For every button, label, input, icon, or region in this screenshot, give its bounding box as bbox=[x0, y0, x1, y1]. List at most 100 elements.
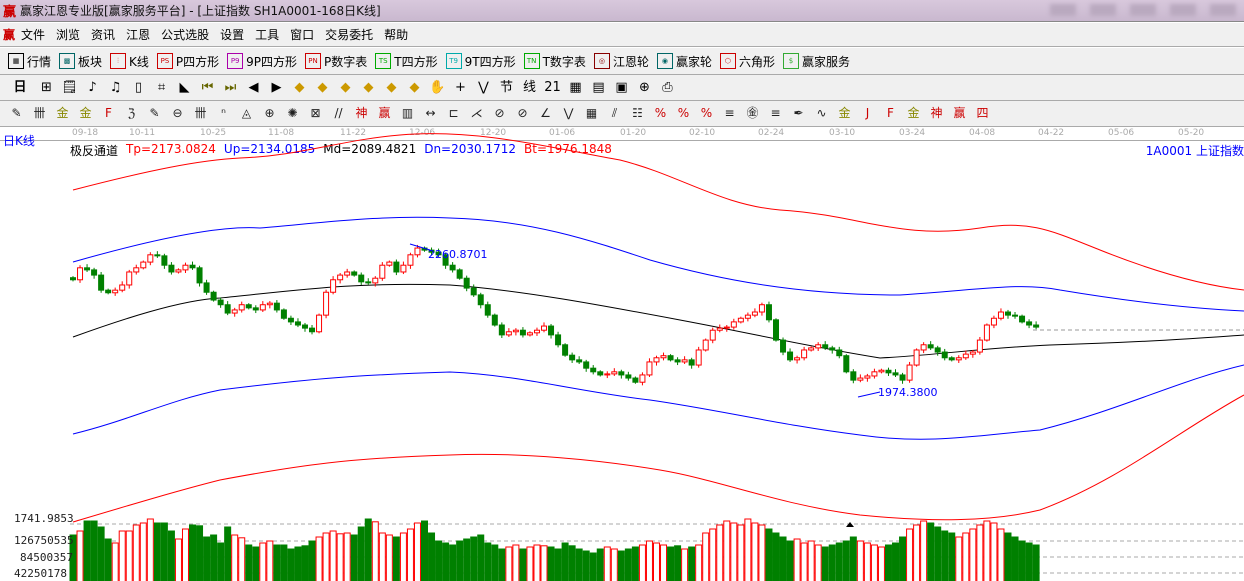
drawing-tool-icon[interactable]: ∠ bbox=[540, 106, 551, 120]
tools-button[interactable] bbox=[1170, 4, 1196, 16]
drawing-tool-icon[interactable]: ☷ bbox=[632, 106, 643, 120]
toolbar-button-gann-wheel[interactable]: ◎ 江恩轮 bbox=[593, 53, 649, 70]
drawing-tool-icon[interactable]: 神 bbox=[930, 106, 943, 120]
drawing-tool-icon[interactable]: ↔ bbox=[425, 106, 436, 120]
minimize-button[interactable] bbox=[1050, 4, 1076, 16]
drawing-tool-icon[interactable]: F bbox=[105, 106, 112, 120]
toolbar-button-pn[interactable]: PN P数字表 bbox=[305, 53, 367, 70]
drawing-tool-icon[interactable]: ✺ bbox=[287, 106, 298, 120]
drawing-tool-icon[interactable]: ㊎ bbox=[746, 106, 759, 120]
arrow-right-icon[interactable]: ◆ bbox=[317, 80, 328, 95]
toolbar-button-p9[interactable]: P9 9P四方形 bbox=[227, 53, 297, 70]
drawing-tool-icon[interactable]: ⊠ bbox=[310, 106, 321, 120]
first-icon[interactable]: ⏮ bbox=[201, 80, 214, 95]
drawing-tool-icon[interactable]: 神 bbox=[355, 106, 368, 120]
line-tool-icon[interactable]: ⋁ bbox=[478, 80, 489, 95]
drawing-tool-icon[interactable]: 赢 bbox=[378, 106, 391, 120]
print-icon[interactable]: ⎙ bbox=[662, 80, 673, 95]
drawing-tool-icon[interactable]: ⁿ bbox=[221, 106, 226, 120]
drawing-tool-icon[interactable]: ℨ bbox=[127, 106, 136, 120]
drawing-tool-icon[interactable]: % bbox=[677, 106, 690, 120]
menu-item[interactable]: 资讯 bbox=[91, 28, 116, 42]
period-select[interactable]: 日 bbox=[13, 80, 27, 95]
drawing-tool-icon[interactable]: 四 bbox=[976, 106, 989, 120]
menu-item[interactable]: 文件 bbox=[21, 28, 46, 42]
drawing-tool-icon[interactable]: ≡ bbox=[724, 106, 735, 120]
calendar-icon[interactable]: 21 bbox=[544, 80, 561, 95]
menu-item[interactable]: 窗口 bbox=[290, 28, 315, 42]
drawing-tool-icon[interactable]: ⊖ bbox=[172, 106, 183, 120]
drawing-tool-icon[interactable]: 金 bbox=[838, 106, 851, 120]
menu-item[interactable]: 交易委托 bbox=[325, 28, 374, 42]
save-icon[interactable]: ▣ bbox=[615, 80, 628, 95]
candle-icon[interactable]: ▯ bbox=[134, 80, 143, 95]
section-icon[interactable]: 节 bbox=[499, 80, 513, 95]
kline3-icon[interactable]: ♪ bbox=[88, 80, 97, 95]
next-icon[interactable]: ▶ bbox=[271, 80, 282, 95]
arrow-4-icon[interactable]: ◆ bbox=[386, 80, 397, 95]
drawing-tool-icon[interactable]: ⊘ bbox=[517, 106, 528, 120]
drawing-tool-icon[interactable]: ✒ bbox=[793, 106, 804, 120]
drawing-tool-icon[interactable]: ◬ bbox=[241, 106, 252, 120]
book-icon[interactable]: ▤ bbox=[592, 80, 605, 95]
toolbar-button-ps[interactable]: PS P四方形 bbox=[156, 53, 219, 70]
draw-icon[interactable]: ⌗ bbox=[157, 80, 166, 95]
drawing-tool-icon[interactable]: ⋌ bbox=[470, 106, 483, 120]
drawing-tool-icon[interactable]: 赢 bbox=[953, 106, 966, 120]
calculator-icon[interactable]: ▦ bbox=[569, 80, 582, 95]
arrow-all-icon[interactable]: ◆ bbox=[409, 80, 420, 95]
toolbar-button-t9[interactable]: T9 9T四方形 bbox=[445, 53, 516, 70]
drawing-tool-icon[interactable]: J bbox=[865, 106, 870, 120]
drawing-tool-icon[interactable]: F bbox=[887, 106, 894, 120]
chart-icon[interactable]: ⊞ bbox=[41, 80, 52, 95]
toolbar-button-tn[interactable]: TN T数字表 bbox=[523, 53, 586, 70]
drawing-tool-icon[interactable]: % bbox=[654, 106, 667, 120]
drawing-tool-icon[interactable]: ⊏ bbox=[448, 106, 459, 120]
menu-item[interactable]: 工具 bbox=[255, 28, 280, 42]
menu-item[interactable]: 浏览 bbox=[56, 28, 81, 42]
drawing-tool-icon[interactable]: 金 bbox=[907, 106, 920, 120]
arrow-h-icon[interactable]: ◆ bbox=[340, 80, 351, 95]
kline9-icon[interactable]: ♫ bbox=[109, 80, 122, 95]
loop-icon[interactable]: 线 bbox=[522, 80, 536, 95]
toolbar-button-big-wheel[interactable]: ◉ 赢家轮 bbox=[656, 53, 712, 70]
period-label[interactable]: 日K线 bbox=[3, 134, 35, 148]
drawing-tool-icon[interactable]: ⊘ bbox=[494, 106, 505, 120]
drawing-tool-icon[interactable]: % bbox=[700, 106, 713, 120]
window-controls[interactable] bbox=[1050, 4, 1236, 16]
menu-item[interactable]: 设置 bbox=[220, 28, 245, 42]
drawing-tool-icon[interactable]: 卌 bbox=[194, 106, 207, 120]
toolbar-button-quote-table[interactable]: ▦ 行情 bbox=[8, 53, 51, 70]
drawing-tool-icon[interactable]: ≡ bbox=[770, 106, 781, 120]
toolbar-button-hexagon[interactable]: ⬡ 六角形 bbox=[719, 53, 775, 70]
flag-icon[interactable]: ◣ bbox=[179, 80, 190, 95]
arrow-left-icon[interactable]: ◆ bbox=[294, 80, 305, 95]
notes-icon[interactable]: 🗒 bbox=[61, 80, 78, 95]
menu-item[interactable]: 公式选股 bbox=[161, 28, 210, 42]
drawing-tool-icon[interactable]: ⊕ bbox=[264, 106, 275, 120]
hand-icon[interactable]: ✋ bbox=[429, 80, 446, 95]
drawing-tool-icon[interactable]: ▥ bbox=[401, 106, 414, 120]
last-icon[interactable]: ⏭ bbox=[224, 80, 237, 95]
drawing-tool-icon[interactable]: 金 bbox=[56, 106, 69, 120]
drawing-tool-icon[interactable]: 卌 bbox=[33, 106, 46, 120]
drawing-tool-icon[interactable]: ▦ bbox=[585, 106, 598, 120]
drawing-tool-icon[interactable]: ⋁ bbox=[563, 106, 574, 120]
toolbar-button-kline[interactable]: ⫶ K线 bbox=[110, 53, 149, 70]
arrow-x-icon[interactable]: ◆ bbox=[363, 80, 374, 95]
menu-item[interactable]: 帮助 bbox=[384, 28, 409, 42]
drawing-tool-icon[interactable]: 金 bbox=[79, 106, 92, 120]
network-icon[interactable]: ⊕ bbox=[639, 80, 650, 95]
restore-button[interactable] bbox=[1090, 4, 1116, 16]
toolbar-button-ts[interactable]: TS T四方形 bbox=[375, 53, 438, 70]
crosshair-icon[interactable]: + bbox=[455, 80, 466, 95]
drawing-tool-icon[interactable]: ✎ bbox=[149, 106, 160, 120]
drawing-tool-icon[interactable]: ∿ bbox=[816, 106, 827, 120]
toolbar-button-sector[interactable]: ▩ 板块 bbox=[59, 53, 102, 70]
menu-item[interactable]: 江恩 bbox=[126, 28, 151, 42]
close-button[interactable] bbox=[1210, 4, 1236, 16]
help-button[interactable] bbox=[1130, 4, 1156, 16]
drawing-tool-icon[interactable]: ⫽ bbox=[611, 106, 618, 120]
drawing-tool-icon[interactable]: // bbox=[334, 106, 343, 120]
